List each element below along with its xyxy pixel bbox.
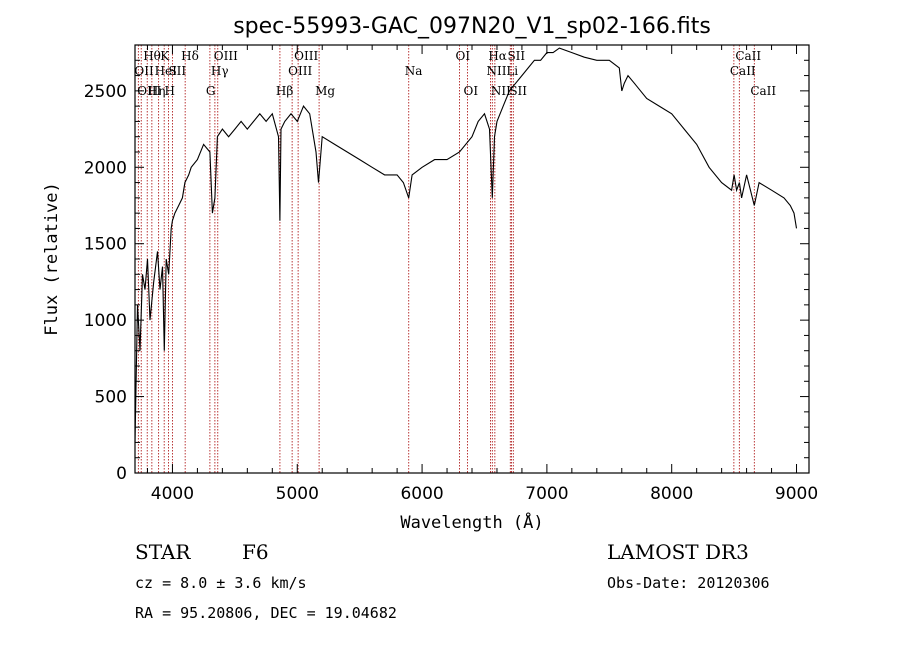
- line-label-8: Hδ: [181, 49, 199, 63]
- line-label-23: SII: [507, 49, 525, 63]
- x-axis-label: Wavelength (Å): [400, 511, 543, 533]
- line-label-6: H: [164, 84, 174, 98]
- line-label-21: NII: [491, 84, 511, 98]
- x-tick-label-2: 6000: [400, 484, 443, 504]
- line-label-4: HeI: [155, 64, 178, 78]
- line-label-25: CaII: [730, 64, 756, 78]
- line-label-22: Li: [506, 64, 518, 78]
- line-label-11: OIII: [214, 49, 238, 63]
- line-label-27: CaII: [750, 84, 776, 98]
- survey-name: LAMOST DR3: [607, 540, 749, 564]
- line-label-26: CaII: [735, 49, 761, 63]
- y-tick-label-5: 2500: [84, 82, 127, 102]
- observation-date: Obs-Date: 20120306: [607, 574, 770, 592]
- x-tick-label-4: 8000: [650, 484, 693, 504]
- line-label-20: Hα: [488, 49, 507, 63]
- line-label-2: Hθ: [143, 49, 161, 63]
- line-label-18: OI: [464, 84, 479, 98]
- line-label-9: G: [206, 84, 216, 98]
- line-label-5: K: [160, 49, 170, 63]
- ra-dec-coordinates: RA = 95.20806, DEC = 19.04682: [135, 604, 397, 622]
- y-tick-label-1: 500: [95, 388, 127, 408]
- line-label-17: OI: [456, 49, 471, 63]
- line-label-0: OII: [134, 64, 154, 78]
- x-tick-label-5: 9000: [775, 484, 818, 504]
- line-label-16: Na: [405, 64, 423, 78]
- line-label-15: Mg: [315, 84, 335, 98]
- object-class: STAR: [135, 540, 191, 564]
- x-axis: 4000 5000 6000 7000 8000 9000: [146, 45, 818, 504]
- line-label-13: OIII: [288, 64, 312, 78]
- y-tick-label-0: 0: [116, 464, 127, 484]
- line-label-7: SII: [168, 64, 186, 78]
- y-axis-label: Flux (relative): [42, 182, 62, 336]
- line-label-1: OIII: [137, 84, 161, 98]
- line-label-10: Hγ: [211, 64, 229, 78]
- line-label-3: Hη: [148, 84, 166, 98]
- y-axis: 0 500 1000 1500 2000 2500: [84, 59, 809, 484]
- spectral-line-labels: OIIOIIIHθHηHeIKHSIIHδGHγOIIIHβOIIIOIIIMg…: [134, 49, 776, 98]
- line-label-12: Hβ: [276, 84, 293, 98]
- spectral-line-markers: [137, 45, 755, 473]
- redshift-velocity: cz = 8.0 ± 3.6 km/s: [135, 574, 307, 592]
- line-label-24: SII: [509, 84, 527, 98]
- object-subclass: F6: [242, 540, 269, 564]
- x-tick-label-0: 4000: [151, 484, 194, 504]
- plot-frame: [134, 44, 810, 474]
- spectrum-series-line: [134, 47, 798, 443]
- line-label-14: OIII: [294, 49, 318, 63]
- line-label-19: NII: [486, 64, 506, 78]
- chart-title: spec-55993-GAC_097N20_V1_sp02-166.fits: [233, 14, 711, 39]
- y-tick-label-4: 2000: [84, 158, 127, 178]
- y-tick-label-3: 1500: [84, 235, 127, 255]
- x-tick-label-3: 7000: [525, 484, 568, 504]
- x-tick-label-1: 5000: [276, 484, 319, 504]
- y-tick-label-2: 1000: [84, 311, 127, 331]
